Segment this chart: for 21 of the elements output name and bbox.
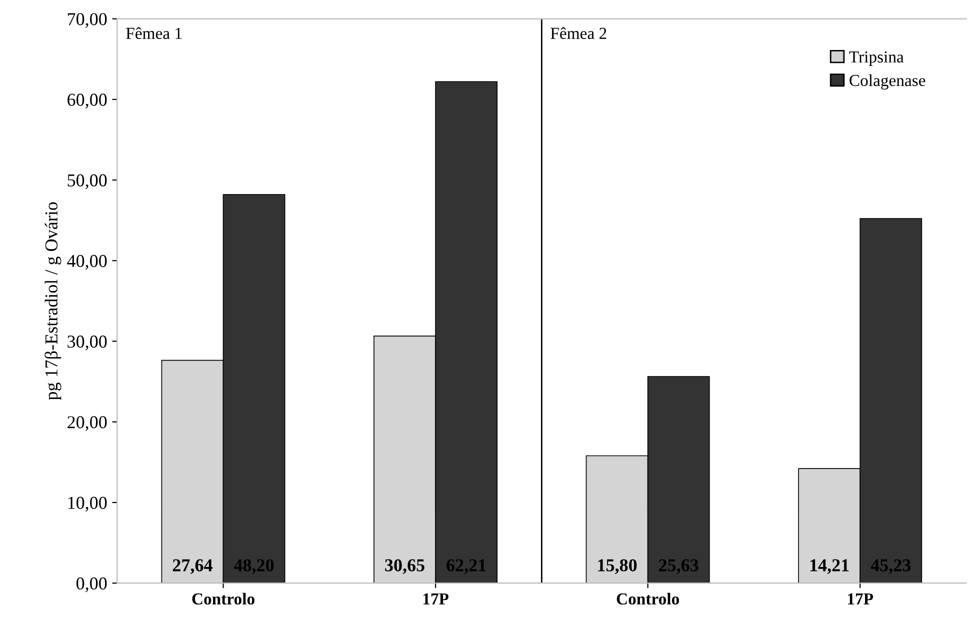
y-tick-label: 0,00 (76, 577, 107, 592)
y-tick-label: 50,00 (68, 174, 107, 190)
y-tick-label: 60,00 (68, 94, 107, 108)
data-label: 30,65 (385, 559, 424, 574)
y-tick-label: 70,00 (68, 13, 107, 28)
y-tick-label: 10,00 (68, 496, 107, 512)
data-label: 27,64 (172, 559, 212, 574)
legend-label: Tripsina (849, 51, 904, 66)
x-tick-label: Controlo (616, 592, 679, 605)
annotation: Fêmea 2 (550, 27, 606, 40)
legend-label: Colagenase (850, 74, 926, 90)
x-tick-label: Controlo (192, 592, 254, 605)
y-tick-label: 20,00 (68, 416, 107, 431)
annotation: Fêmea 1 (126, 27, 182, 40)
data-label: 15,80 (598, 559, 637, 574)
y-tick-label: 40,00 (67, 254, 107, 270)
y-axis-title: pg 17β-Estradiol / g Ovário (44, 202, 62, 400)
y-tick-label: 30,00 (68, 336, 107, 350)
x-tick-label: 17P (423, 593, 448, 604)
data-label: 14,21 (810, 559, 849, 574)
x-tick-label: 17P (848, 593, 874, 604)
